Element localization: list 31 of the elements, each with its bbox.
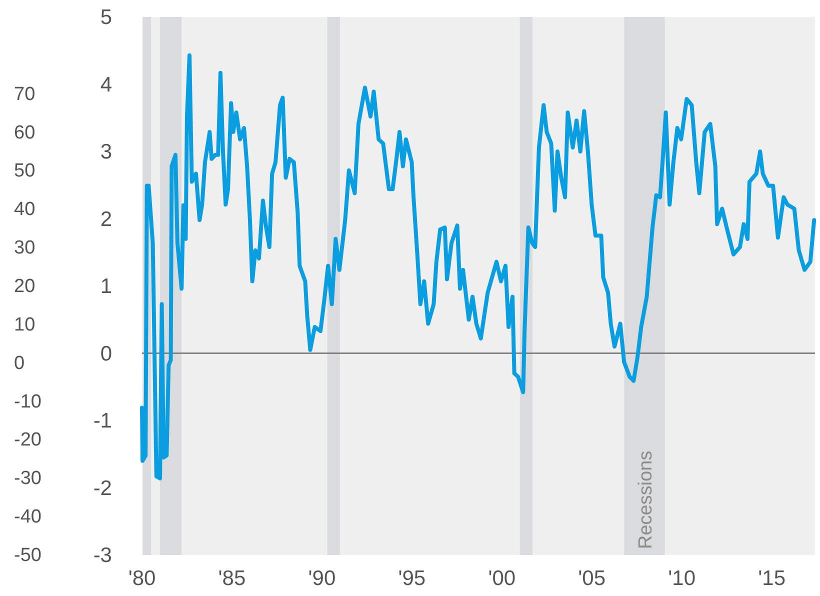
y2-tick-label: 0 <box>14 352 25 374</box>
y2-tick-label: 10 <box>14 314 36 336</box>
x-tick-label: '95 <box>398 567 426 590</box>
x-tick-label: '10 <box>668 567 696 590</box>
x-tick-label: '15 <box>758 567 786 590</box>
y2-tick-label: -40 <box>14 506 42 528</box>
y-tick-label: 4 <box>100 73 112 96</box>
y-tick-label: 0 <box>100 342 112 366</box>
y2-tick-label: -30 <box>14 468 42 490</box>
x-tick-label: '90 <box>308 567 336 590</box>
y2-tick-label: -20 <box>14 430 42 451</box>
y2-tick-label: 20 <box>14 276 36 297</box>
x-tick-label: '85 <box>218 567 246 590</box>
band-label: Recessions <box>636 450 656 549</box>
y2-tick-label: 40 <box>14 199 36 220</box>
y-tick-label: -1 <box>93 410 112 432</box>
y2-tick-label: 30 <box>14 238 36 259</box>
x-tick-label: '05 <box>578 567 606 590</box>
y2-tick-label: 50 <box>14 160 36 182</box>
y-tick-label: 3 <box>100 140 112 164</box>
y2-tick-label: -10 <box>14 391 42 412</box>
y-tick-label: -2 <box>93 476 112 500</box>
x-tick-label: '80 <box>128 567 156 590</box>
y2-tick-label: -50 <box>14 545 42 566</box>
y2-tick-label: 70 <box>14 84 36 105</box>
y2-tick-label: 60 <box>14 122 36 144</box>
y-tick-label: 1 <box>100 275 112 298</box>
y-tick-label: -3 <box>93 544 112 567</box>
y-tick-label: 2 <box>100 208 112 231</box>
x-tick-label: '00 <box>488 567 516 590</box>
y-tick-label: 5 <box>100 6 112 29</box>
